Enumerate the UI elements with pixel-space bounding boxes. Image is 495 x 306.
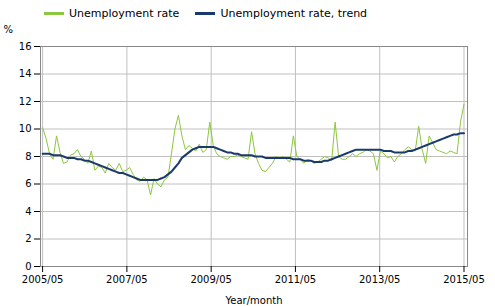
svg-text:2005/05: 2005/05 xyxy=(22,274,64,285)
svg-text:Year/month: Year/month xyxy=(225,295,283,306)
svg-text:8: 8 xyxy=(25,151,31,162)
svg-text:0: 0 xyxy=(25,261,31,272)
html-text:Unemployment rate: Unemployment rate xyxy=(69,6,180,20)
svg-text:%: % xyxy=(4,24,14,35)
svg-text:2007/05: 2007/05 xyxy=(106,274,148,285)
svg-text:6: 6 xyxy=(25,178,31,189)
svg-text:12: 12 xyxy=(19,96,32,107)
svg-text:16: 16 xyxy=(19,41,32,52)
svg-text:4: 4 xyxy=(25,206,31,217)
svg-text:2015/05: 2015/05 xyxy=(443,274,485,285)
svg-text:10: 10 xyxy=(19,123,32,134)
svg-text:14: 14 xyxy=(19,68,32,79)
svg-text:2: 2 xyxy=(25,233,31,244)
svg-text:2013/05: 2013/05 xyxy=(359,274,401,285)
html-text:Unemployment rate, trend: Unemployment rate, trend xyxy=(220,6,368,20)
svg-text:2011/05: 2011/05 xyxy=(275,274,317,285)
svg-text:2009/05: 2009/05 xyxy=(190,274,232,285)
